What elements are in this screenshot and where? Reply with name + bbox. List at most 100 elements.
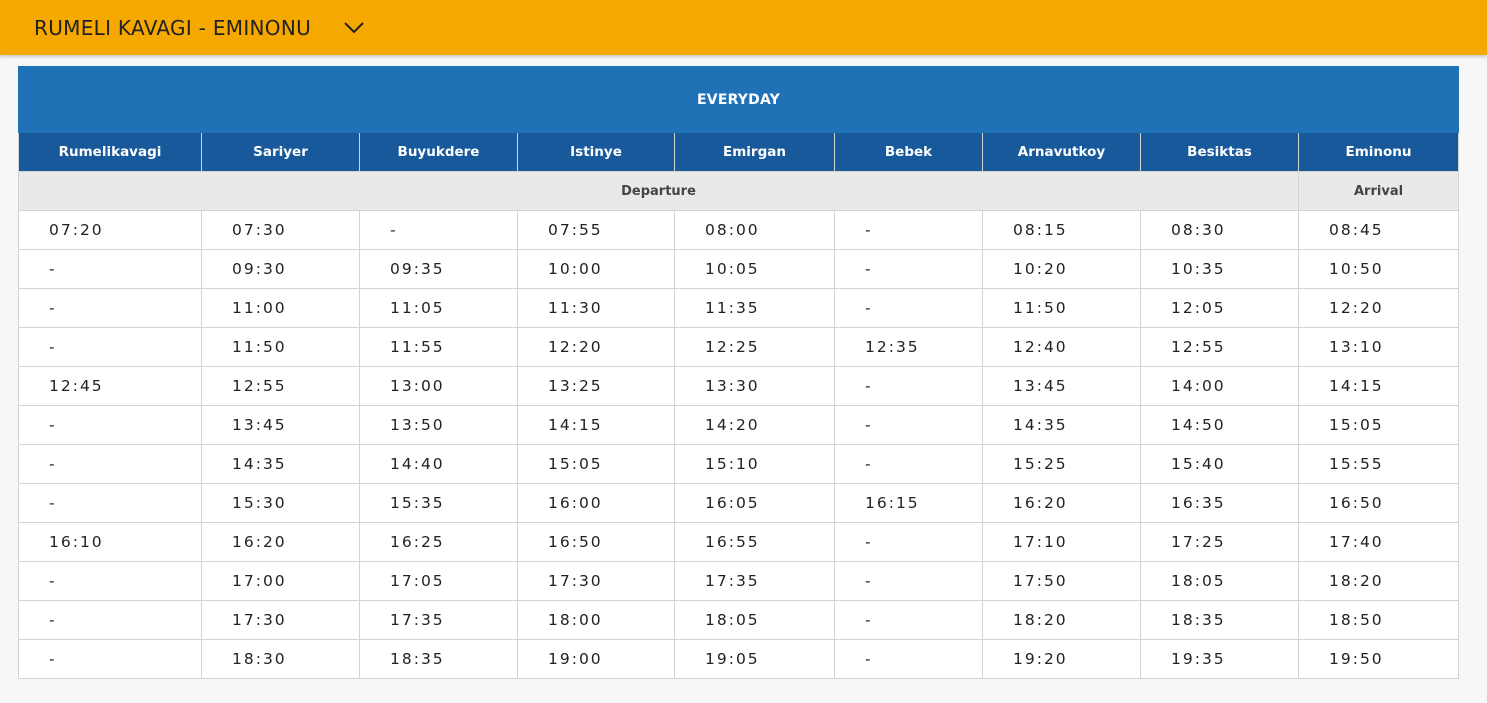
time-cell: 15:55 [1297, 444, 1460, 484]
time-cell: 14:40 [359, 444, 518, 484]
time-cell: 16:00 [517, 483, 675, 523]
table-row: 16:10 16:20 16:25 16:50 16:55-17:10 17:25 17:4… [18, 522, 1460, 562]
time-cell: 18:35 [359, 639, 518, 679]
table-row: -18:30 18:35 19:00 19:05-19:20 19:35 19:50 [18, 639, 1460, 679]
time-cell: 09:35 [359, 249, 518, 289]
departure-label: Departure [18, 171, 1299, 211]
time-cell: 17:50 [982, 561, 1141, 601]
time-cell: 17:05 [359, 561, 518, 601]
time-cell: 08:45 [1297, 210, 1460, 250]
table-row: -17:00 17:05 17:30 17:35-17:50 18:05 18:20 [18, 561, 1460, 601]
time-cell: 14:35 [201, 444, 360, 484]
time-cell: 19:35 [1140, 639, 1299, 679]
station-header: Arnavutkoy [982, 132, 1141, 172]
timetable: EVERYDAY Rumelikavagi Sariyer Buyukdere Ist… [17, 66, 1460, 679]
schedule-title: EVERYDAY [17, 66, 1460, 133]
time-cell: 15:30 [201, 483, 360, 523]
table-row: -09:30 09:35 10:00 10:05-10:20 10:35 10:50 [18, 249, 1460, 289]
time-cell: 15:10 [674, 444, 835, 484]
time-cell: - [834, 444, 983, 484]
time-cell: 13:00 [359, 366, 518, 406]
time-cell: 09:30 [201, 249, 360, 289]
time-cell: - [834, 522, 983, 562]
time-cell: 11:50 [982, 288, 1141, 328]
time-cell: 18:20 [1297, 561, 1460, 601]
time-cell: - [18, 561, 202, 601]
timetable-body: 07:20 07:30-07:55 08:00-08:15 08:30 08:45-09… [18, 210, 1460, 679]
station-header: Emirgan [674, 132, 835, 172]
table-row: -14:35 14:40 15:05 15:10-15:25 15:40 15:55 [18, 444, 1460, 484]
time-cell: 16:20 [982, 483, 1141, 523]
time-cell: 15:35 [359, 483, 518, 523]
chevron-down-icon[interactable] [343, 17, 365, 39]
table-row: -15:30 15:35 16:00 16:05 16:15 16:20 16:35 16:5… [18, 483, 1460, 523]
time-cell: 11:00 [201, 288, 360, 328]
time-cell: - [834, 639, 983, 679]
time-cell: 12:55 [1140, 327, 1299, 367]
time-cell: 10:35 [1140, 249, 1299, 289]
time-cell: 14:15 [517, 405, 675, 445]
time-cell: - [834, 210, 983, 250]
time-cell: 16:50 [517, 522, 675, 562]
station-header: Eminonu [1297, 132, 1460, 172]
table-row: -11:50 11:55 12:20 12:25 12:35 12:40 12:55 13:1… [18, 327, 1460, 367]
time-cell: 10:00 [517, 249, 675, 289]
time-cell: 18:00 [517, 600, 675, 640]
time-cell: - [834, 288, 983, 328]
top-bar: RUMELI KAVAGI - EMINONU [0, 0, 1487, 55]
time-cell: 16:15 [834, 483, 983, 523]
time-cell: 16:35 [1140, 483, 1299, 523]
time-cell: 14:00 [1140, 366, 1299, 406]
time-cell: 17:30 [517, 561, 675, 601]
time-cell: 11:05 [359, 288, 518, 328]
time-cell: - [18, 327, 202, 367]
time-cell: 11:55 [359, 327, 518, 367]
time-cell: 08:30 [1140, 210, 1299, 250]
time-cell: 16:20 [201, 522, 360, 562]
time-cell: 18:50 [1297, 600, 1460, 640]
time-cell: 18:30 [201, 639, 360, 679]
time-cell: 14:35 [982, 405, 1141, 445]
time-cell: - [18, 639, 202, 679]
time-cell: 13:45 [982, 366, 1141, 406]
time-cell: 10:05 [674, 249, 835, 289]
station-header: Sariyer [201, 132, 360, 172]
time-cell: 13:45 [201, 405, 360, 445]
time-cell: 12:20 [1297, 288, 1460, 328]
direction-header-row: Departure Arrival [18, 171, 1460, 211]
time-cell: 19:05 [674, 639, 835, 679]
time-cell: 17:25 [1140, 522, 1299, 562]
time-cell: 10:20 [982, 249, 1141, 289]
time-cell: - [18, 444, 202, 484]
station-header: Rumelikavagi [18, 132, 202, 172]
time-cell: 17:35 [674, 561, 835, 601]
time-cell: 16:50 [1297, 483, 1460, 523]
time-cell: 12:35 [834, 327, 983, 367]
time-cell: 15:40 [1140, 444, 1299, 484]
time-cell: 17:40 [1297, 522, 1460, 562]
time-cell: 12:05 [1140, 288, 1299, 328]
time-cell: 16:10 [18, 522, 202, 562]
time-cell: 17:00 [201, 561, 360, 601]
time-cell: - [359, 210, 518, 250]
time-cell: 07:20 [18, 210, 202, 250]
time-cell: 07:30 [201, 210, 360, 250]
time-cell: 18:05 [674, 600, 835, 640]
route-selector[interactable]: RUMELI KAVAGI - EMINONU [0, 16, 365, 40]
table-row: -17:30 17:35 18:00 18:05-18:20 18:35 18:50 [18, 600, 1460, 640]
time-cell: 11:50 [201, 327, 360, 367]
route-title[interactable]: RUMELI KAVAGI - EMINONU [34, 15, 312, 40]
station-header-row: Rumelikavagi Sariyer Buyukdere Istinye Emirg… [18, 132, 1460, 172]
time-cell: 12:20 [517, 327, 675, 367]
time-cell: 18:35 [1140, 600, 1299, 640]
station-header: Besiktas [1140, 132, 1299, 172]
time-cell: 08:00 [674, 210, 835, 250]
time-cell: - [834, 405, 983, 445]
time-cell: - [18, 249, 202, 289]
station-header: Istinye [517, 132, 675, 172]
table-row: -11:00 11:05 11:30 11:35-11:50 12:05 12:20 [18, 288, 1460, 328]
time-cell: 12:25 [674, 327, 835, 367]
time-cell: 16:55 [674, 522, 835, 562]
time-cell: 07:55 [517, 210, 675, 250]
time-cell: - [834, 249, 983, 289]
